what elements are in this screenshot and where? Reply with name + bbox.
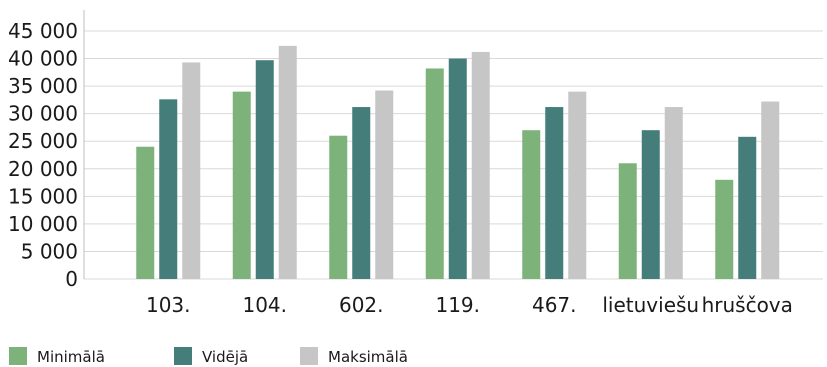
bar bbox=[278, 45, 297, 279]
bar-group bbox=[329, 90, 394, 280]
legend-label: Vidējā bbox=[202, 348, 248, 366]
y-tick-label: 5 000 bbox=[21, 239, 78, 263]
x-tick-label: 602. bbox=[339, 293, 384, 317]
y-axis: 0 5 000 10 000 15 000 20 000 25 000 30 000 35 0… bbox=[8, 10, 85, 291]
x-tick-label: 467. bbox=[532, 293, 577, 317]
bar bbox=[375, 90, 394, 280]
bar bbox=[738, 136, 757, 279]
x-tick-label: 119. bbox=[435, 293, 480, 317]
bar bbox=[255, 60, 274, 279]
bar bbox=[522, 130, 541, 279]
legend-swatch bbox=[9, 347, 27, 365]
y-tick-label: 45 000 bbox=[8, 19, 78, 43]
bar-group bbox=[425, 51, 490, 279]
x-tick-label: 103. bbox=[146, 293, 191, 317]
bar bbox=[715, 179, 734, 279]
x-tick-label: hruščova bbox=[702, 293, 793, 317]
bar bbox=[761, 101, 780, 279]
bar bbox=[182, 62, 201, 280]
bar-group bbox=[618, 107, 683, 279]
bar-group bbox=[715, 101, 780, 279]
bar bbox=[329, 135, 348, 279]
y-tick-label: 25 000 bbox=[8, 129, 78, 153]
bar bbox=[448, 58, 467, 279]
y-tick-label: 10 000 bbox=[8, 212, 78, 236]
bar bbox=[545, 107, 564, 279]
y-tick-label: 0 bbox=[65, 267, 78, 291]
legend-label: Minimālā bbox=[37, 348, 105, 366]
bar-group bbox=[136, 62, 201, 280]
bar bbox=[568, 91, 587, 279]
y-tick-label: 20 000 bbox=[8, 157, 78, 181]
bar bbox=[664, 107, 683, 279]
y-tick-label: 15 000 bbox=[8, 184, 78, 208]
bar bbox=[159, 99, 178, 280]
bars bbox=[136, 45, 780, 280]
x-tick-label: lietuviešu bbox=[602, 293, 699, 317]
bar bbox=[232, 91, 251, 279]
bar bbox=[425, 68, 444, 279]
bar bbox=[471, 51, 490, 279]
legend-item: Maksimālā bbox=[300, 347, 408, 366]
y-tick-label: 40 000 bbox=[8, 47, 78, 71]
bar bbox=[352, 107, 371, 279]
bar-group bbox=[522, 91, 587, 279]
legend-swatch bbox=[174, 347, 192, 365]
legend-label: Maksimālā bbox=[328, 348, 408, 366]
bar bbox=[136, 146, 155, 279]
y-tick-label: 35 000 bbox=[8, 74, 78, 98]
x-axis: 103. 104. 602. 119. 467. lietuviešu hruščova bbox=[146, 293, 793, 317]
bar bbox=[641, 130, 660, 279]
y-tick-label: 30 000 bbox=[8, 102, 78, 126]
legend: Minimālā Vidējā Maksimālā bbox=[9, 347, 408, 366]
bar bbox=[618, 163, 637, 279]
legend-item: Vidējā bbox=[174, 347, 248, 366]
bar-group bbox=[232, 45, 297, 279]
legend-item: Minimālā bbox=[9, 347, 105, 366]
x-tick-label: 104. bbox=[242, 293, 287, 317]
legend-swatch bbox=[300, 347, 318, 365]
